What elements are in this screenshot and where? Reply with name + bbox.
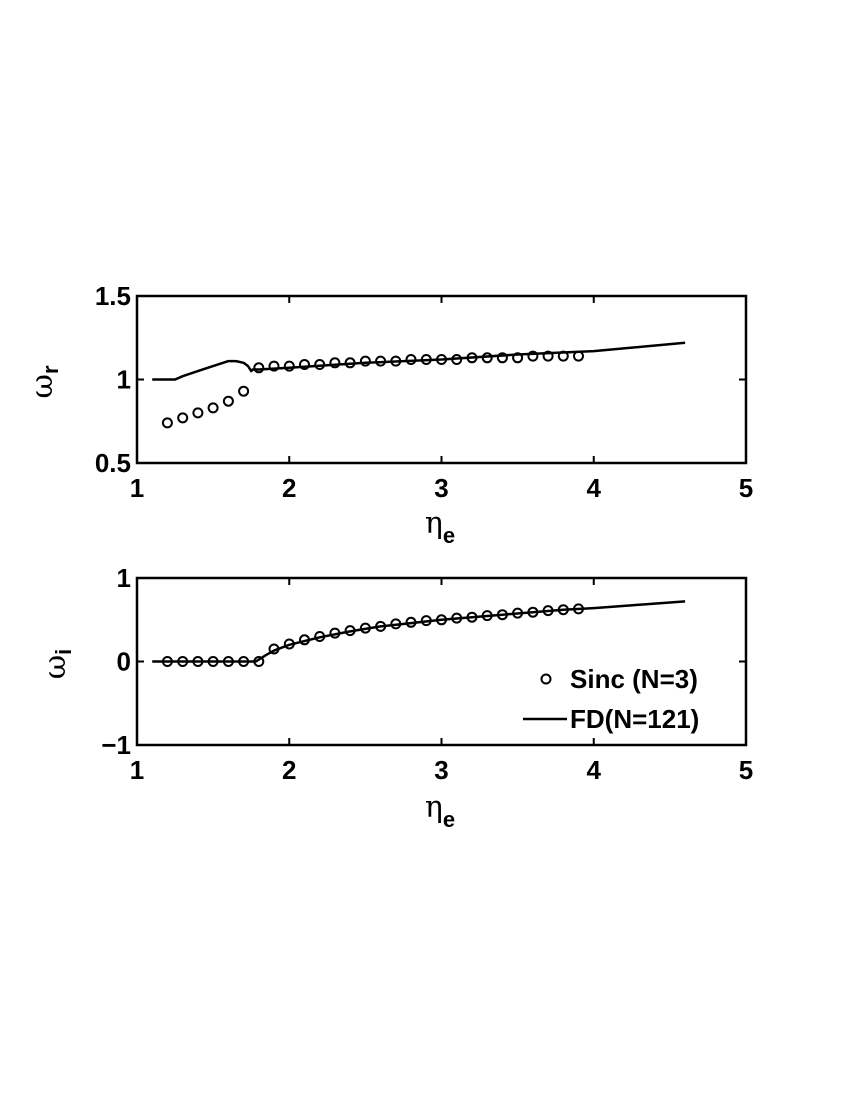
omega-r-xtick-label: 5: [739, 473, 753, 503]
legend-sinc-label: Sinc (N=3): [570, 664, 698, 694]
omega-i-xtick-label: 1: [130, 755, 144, 785]
omega-r-plot-frame: [135, 294, 748, 465]
omega-i-xtick-label: 5: [739, 755, 753, 785]
omega-i-xtick-label: 4: [587, 755, 602, 785]
omega-r-sinc-point: [192, 407, 204, 419]
omega-r-ytick-label: 0.5: [95, 448, 131, 478]
omega-r-series: [152, 341, 686, 429]
omega-r-xtick-label: 2: [282, 473, 296, 503]
omega-r-panel: 1 2 3 4 50.511.5 ωr ηe: [25, 281, 753, 548]
omega-i-ytick-label: −1: [101, 730, 131, 760]
omega-r-xtick-label: 1: [130, 473, 144, 503]
omega-i-ylabel: ωi: [38, 649, 76, 680]
omega-r-ticks: 1 2 3 4 50.511.5: [95, 281, 753, 503]
omega-r-fd-line: [152, 341, 686, 381]
omega-r-xlabel: ηe: [425, 506, 455, 548]
omega-i-xtick-label: 3: [434, 755, 448, 785]
omega-r-xtick-label: 4: [587, 473, 602, 503]
legend: Sinc (N=3) FD(N=121): [523, 664, 699, 734]
omega-r-ytick-label: 1: [117, 365, 131, 395]
omega-i-ytick-label: 0: [117, 647, 131, 677]
omega-i-ticks: 1 2 3 4 5 −1 0 1: [101, 563, 753, 785]
omega-r-ytick-label: 1.5: [95, 281, 131, 311]
omega-r-sinc-point: [161, 417, 173, 429]
omega-i-xtick-label: 2: [282, 755, 296, 785]
omega-r-sinc-point: [253, 362, 265, 374]
omega-r-xtick-label: 3: [434, 473, 448, 503]
legend-fd-label: FD(N=121): [570, 704, 699, 734]
omega-i-xlabel: ηe: [425, 790, 455, 832]
omega-r-sinc-point: [283, 360, 295, 372]
omega-i-panel: 1 2 3 4 5 −1 0 1 ωi ηe Sinc (N=3) FD(N=121): [38, 563, 753, 832]
omega-r-sinc-point: [207, 402, 219, 414]
omega-i-fd-line: [152, 600, 686, 663]
omega-i-series: [152, 600, 686, 667]
omega-r-ylabel: ωr: [25, 365, 63, 398]
omega-r-sinc-point: [177, 412, 189, 424]
omega-i-ytick-label: 1: [117, 563, 131, 593]
legend-sinc-marker: [540, 673, 552, 685]
omega-r-sinc-point: [222, 395, 234, 407]
omega-r-sinc-point: [238, 385, 250, 397]
